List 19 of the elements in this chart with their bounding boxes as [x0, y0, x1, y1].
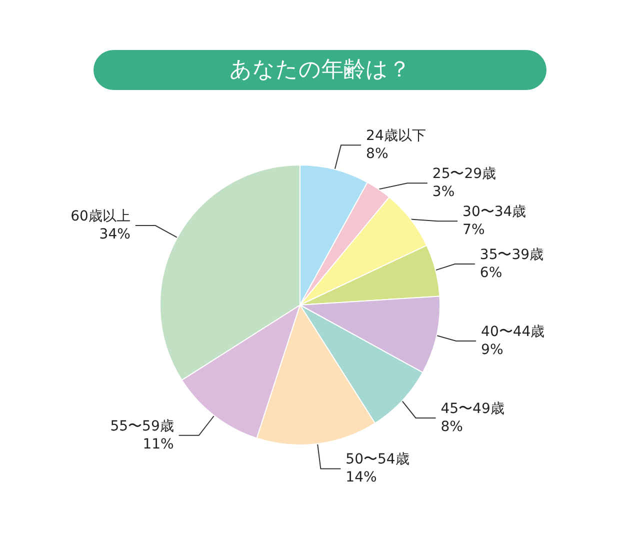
slice-label: 60歳以上	[70, 208, 130, 225]
data-label: 14%	[346, 470, 377, 486]
slice-label: 45〜49歳	[440, 400, 504, 417]
data-label: 7%	[462, 222, 485, 238]
data-label: 8%	[366, 146, 388, 162]
data-label: 34%	[99, 226, 130, 243]
slice-label: 25〜29歳	[432, 166, 496, 182]
data-label: 8%	[440, 418, 463, 435]
slice-label: 55〜59歳	[110, 418, 174, 434]
slice-label: 35〜39歳	[480, 246, 544, 263]
data-label: 6%	[480, 264, 502, 281]
data-label: 3%	[432, 184, 455, 200]
data-label: 9%	[481, 342, 504, 358]
slice-label: 24歳以下	[366, 128, 426, 144]
slice-label: 30〜34歳	[462, 204, 526, 220]
slice-label: 40〜44歳	[481, 324, 545, 340]
data-label: 11%	[142, 436, 174, 452]
slice-label: 50〜54歳	[346, 452, 410, 468]
chart-title: あなたの年齢は？	[230, 58, 410, 82]
